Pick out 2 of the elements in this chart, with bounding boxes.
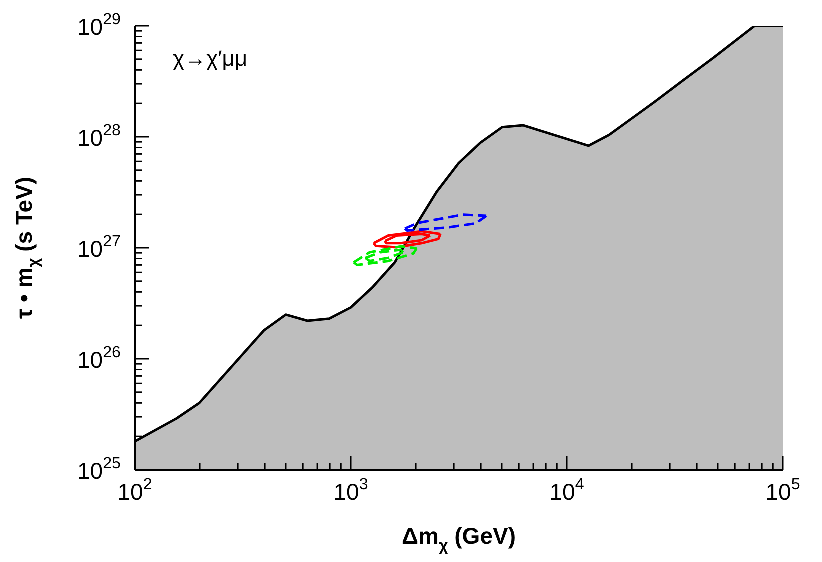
annotation: χ→χ′μμ xyxy=(173,46,248,72)
y-axis-title: τ • mχ (s TeV) xyxy=(11,176,43,320)
